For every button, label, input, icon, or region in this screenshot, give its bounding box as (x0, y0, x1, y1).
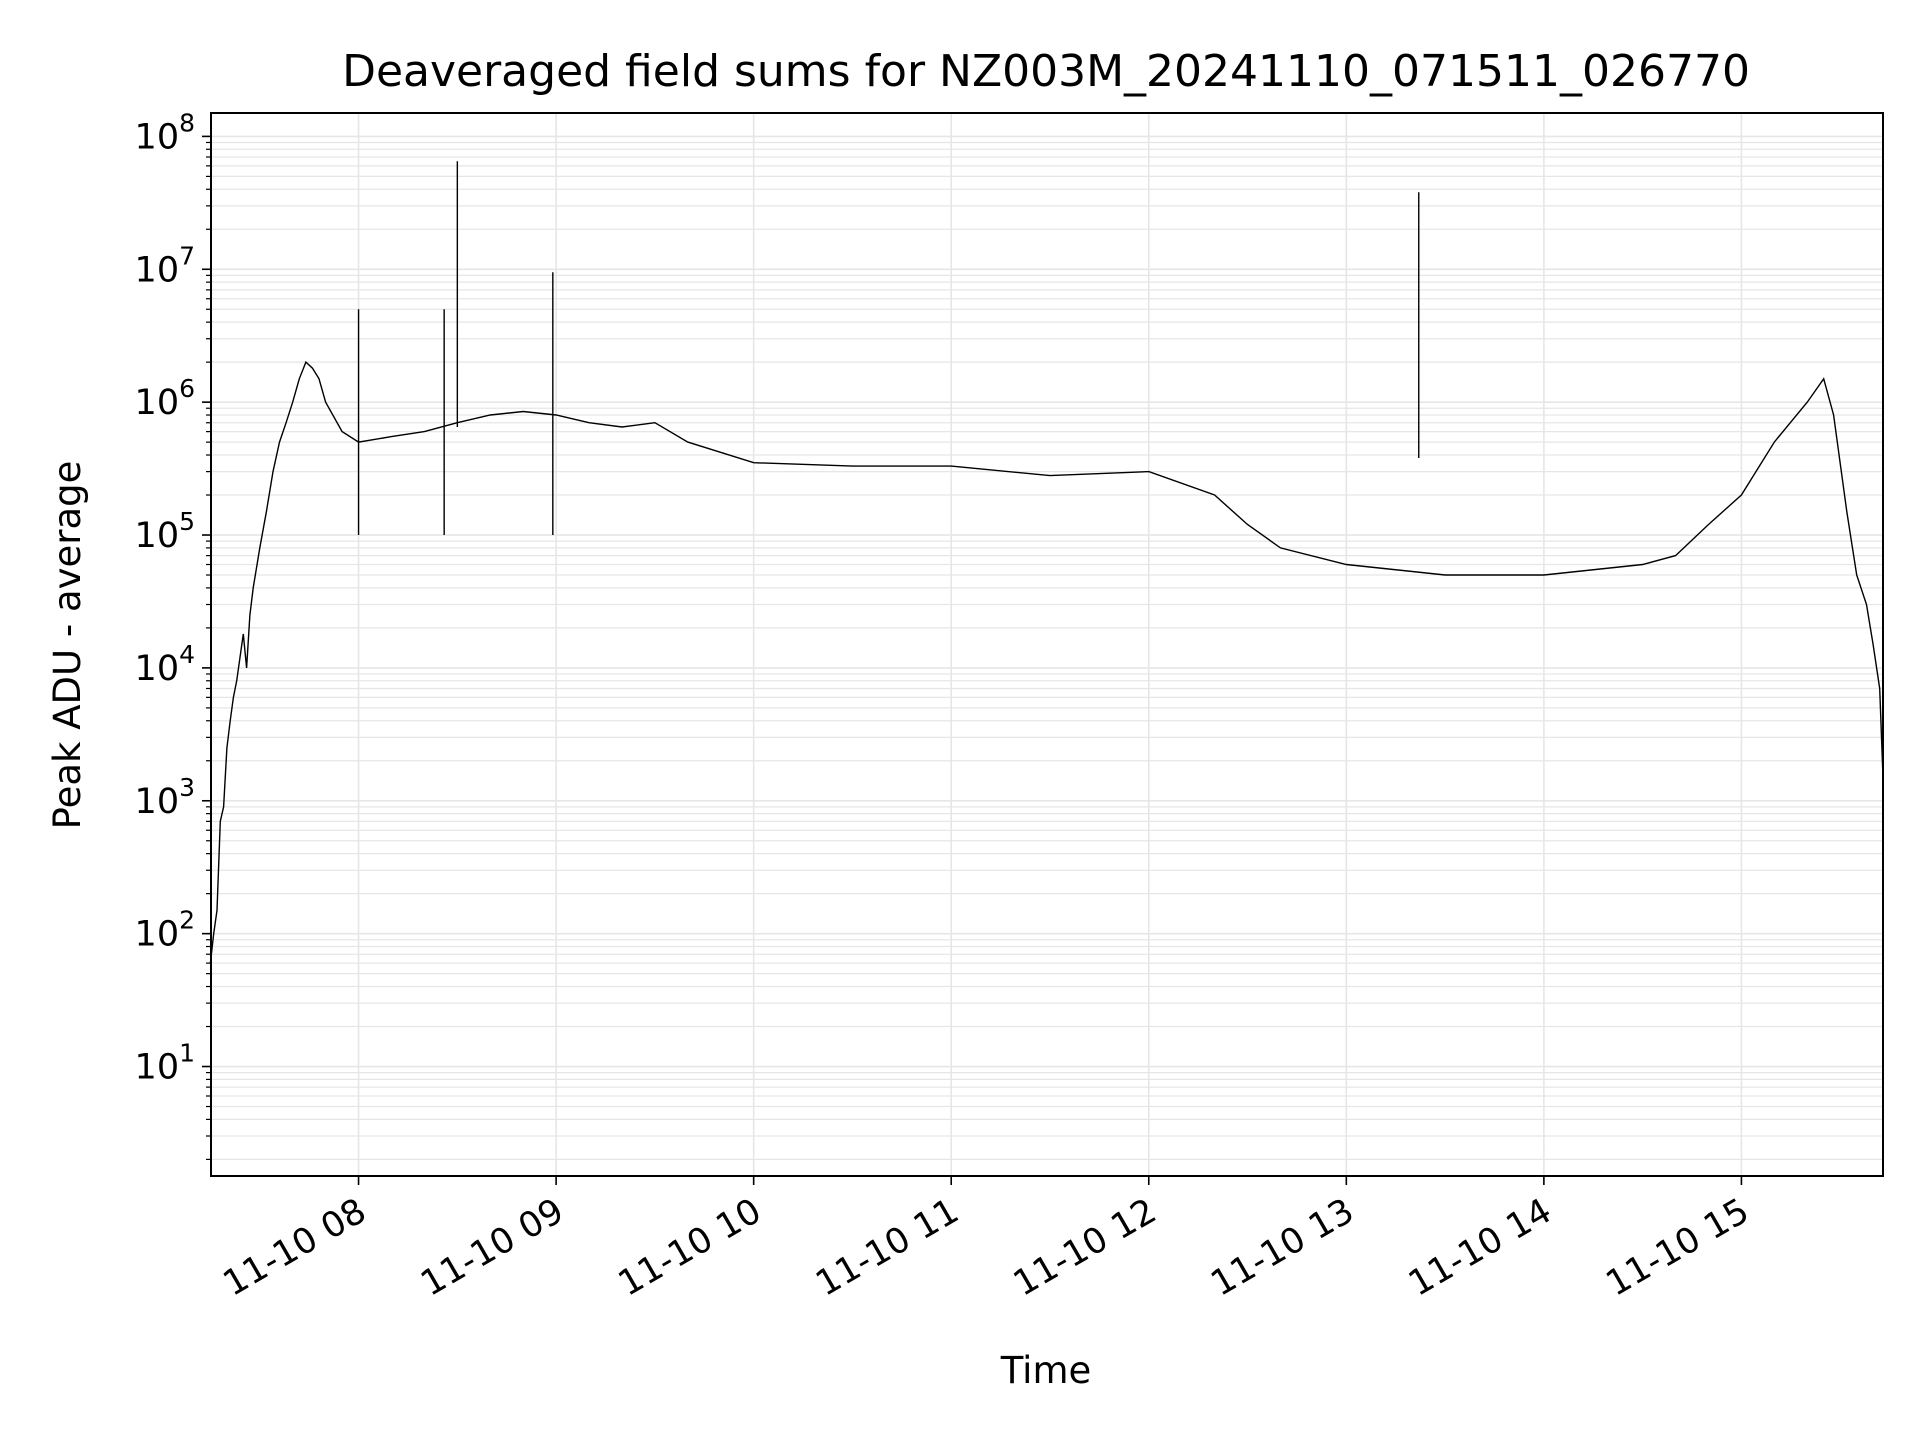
y-tick-label: 108 (135, 108, 195, 157)
y-axis-label: Peak ADU - average (46, 461, 89, 830)
plot-frame (210, 112, 1884, 1177)
series-line (209, 360, 1884, 964)
x-axis-label: Time (1000, 1349, 1092, 1392)
data-series (209, 161, 1884, 964)
chart-title: Deaveraged field sums for NZ003M_2024111… (342, 46, 1750, 97)
grid-lines (211, 113, 1883, 1176)
